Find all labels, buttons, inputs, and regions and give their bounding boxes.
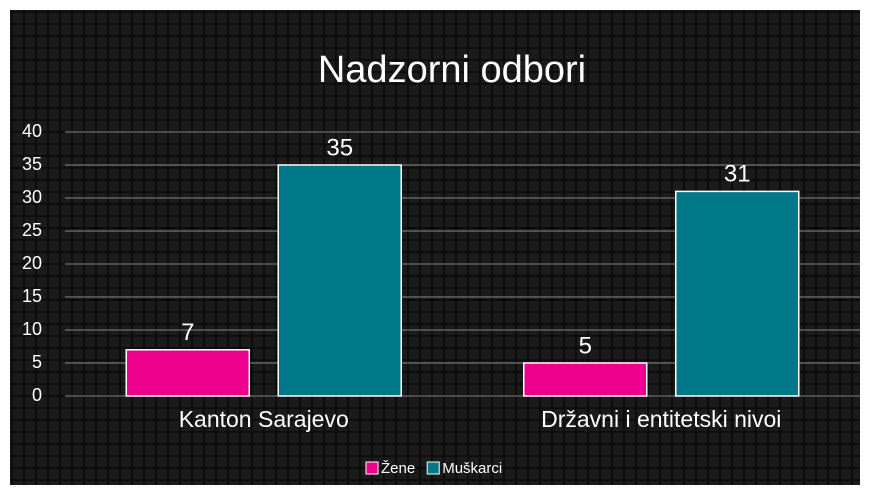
- data-label: 5: [579, 332, 592, 359]
- y-tick-label: 0: [32, 385, 42, 405]
- chart-title: Nadzorni odbori: [318, 49, 586, 91]
- data-label: 35: [326, 134, 353, 161]
- legend-label: Muškarci: [442, 460, 502, 477]
- bar: [125, 349, 250, 397]
- y-tick-label: 25: [22, 220, 42, 240]
- y-tick-label: 5: [32, 352, 42, 372]
- legend-label: Žene: [381, 460, 415, 477]
- y-tick-label: 40: [22, 121, 42, 141]
- data-label: 31: [724, 161, 751, 188]
- y-tick-label: 30: [22, 187, 42, 207]
- y-tick-label: 35: [22, 154, 42, 174]
- bar: [675, 190, 800, 397]
- legend-swatch: [426, 461, 440, 475]
- x-tick-label: Državni i entitetski nivoi: [541, 406, 781, 432]
- bar: [523, 362, 648, 397]
- x-tick-label: Kanton Sarajevo: [179, 406, 349, 432]
- data-label: 7: [181, 319, 194, 346]
- legend-swatch: [365, 461, 379, 475]
- y-tick-label: 20: [22, 253, 42, 273]
- y-tick-label: 15: [22, 286, 42, 306]
- bar: [277, 164, 402, 397]
- y-tick-label: 10: [22, 319, 42, 339]
